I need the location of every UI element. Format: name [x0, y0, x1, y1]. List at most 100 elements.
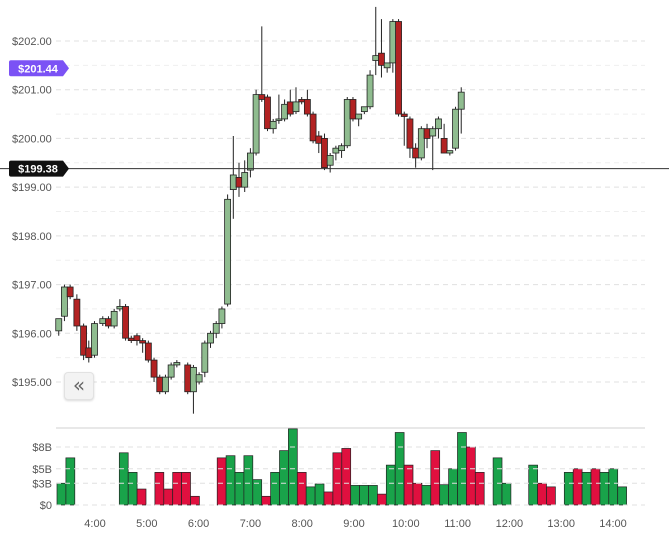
volume-bar — [65, 457, 76, 506]
candle-body — [360, 106, 368, 113]
candle — [275, 94, 283, 124]
candle-body — [349, 99, 357, 120]
candle — [150, 357, 158, 382]
candle — [156, 374, 164, 395]
volume-bar — [332, 452, 343, 506]
price-tick-label: $200.00 — [12, 133, 52, 145]
candle — [309, 111, 317, 144]
candle-body — [258, 94, 266, 100]
candle — [190, 364, 197, 414]
candle-body — [400, 113, 408, 117]
candle — [80, 323, 88, 361]
candle-body — [383, 62, 391, 69]
candle — [435, 116, 442, 139]
candle-body — [457, 91, 465, 110]
candle-body — [281, 103, 288, 120]
candle-body — [190, 366, 197, 393]
volume-bar — [368, 485, 378, 506]
price-tick-label: $197.00 — [12, 280, 52, 292]
candle — [144, 340, 152, 363]
candle-body — [110, 310, 118, 327]
candle-body — [417, 128, 425, 159]
candle — [173, 360, 181, 368]
candle-body — [139, 340, 147, 344]
candle — [360, 106, 368, 115]
candle-body — [99, 318, 107, 324]
price-tick-label: $195.00 — [12, 377, 52, 389]
volume-bar — [118, 452, 129, 506]
volume-bar — [501, 482, 512, 506]
volume-bar — [243, 455, 254, 506]
candle-body — [133, 335, 141, 341]
current-price-tag-bg — [9, 60, 69, 77]
candle-body — [452, 108, 459, 149]
time-tick-label: 7:00 — [240, 518, 261, 530]
candle — [66, 284, 74, 300]
volume-axis: $8B $5B $3B $0 — [32, 442, 645, 512]
volume-bar — [537, 482, 547, 506]
volume-tick-label: $5B — [32, 464, 52, 476]
candle-body — [440, 138, 448, 154]
candle-body — [395, 21, 402, 115]
price-axis: $202.00 $201.00 $200.00 $199.00 $198.00 $197.… — [12, 36, 52, 389]
candle — [264, 94, 271, 132]
price-tick-label: $198.00 — [12, 231, 52, 243]
volume-bar — [546, 486, 556, 506]
candle — [229, 135, 237, 219]
time-tick-label: 10:00 — [392, 518, 420, 530]
candle-body — [332, 147, 340, 154]
volume-bar — [563, 472, 574, 506]
volume-bar — [288, 428, 298, 506]
time-tick-label: 14:00 — [599, 518, 627, 530]
time-tick-label: 4:00 — [84, 518, 105, 530]
volume-bar — [617, 486, 627, 506]
grid — [56, 40, 645, 429]
time-tick-label: 8:00 — [291, 518, 312, 530]
candle-body — [355, 113, 363, 120]
price-tick-label: $201.00 — [12, 85, 52, 97]
volume-bar — [377, 493, 387, 506]
candle — [218, 306, 226, 329]
volume-bar — [270, 472, 280, 506]
candle-body — [429, 128, 437, 137]
candle-body — [105, 318, 112, 327]
crosshair-price-tag-bg — [9, 160, 69, 177]
candle-body — [252, 94, 260, 154]
candle — [321, 133, 328, 171]
volume-bar — [127, 472, 138, 506]
candle — [298, 97, 306, 105]
volume-bar — [590, 468, 601, 506]
candle-body — [85, 347, 93, 359]
volume-bar — [572, 468, 583, 506]
candle-body — [91, 323, 98, 356]
volume-bar — [305, 486, 316, 506]
volume-bar — [474, 472, 485, 506]
candle — [400, 111, 408, 146]
candle — [201, 340, 209, 378]
volume-bar — [181, 472, 191, 506]
volume-bar — [430, 450, 441, 506]
candle-body — [229, 174, 237, 190]
volume-bar — [225, 455, 236, 506]
candle-body — [326, 155, 334, 166]
collapse-panel-button[interactable]: « — [64, 372, 94, 400]
candle — [292, 87, 300, 115]
candle-body — [195, 374, 203, 383]
price-tags: $201.44 $199.38 — [9, 60, 69, 177]
candle-body — [162, 376, 169, 393]
candle — [162, 374, 169, 395]
candle — [207, 330, 214, 348]
candle-body — [173, 362, 181, 366]
candle — [61, 284, 68, 322]
candle-body — [156, 376, 164, 393]
candle-body — [321, 138, 328, 169]
candle-body — [122, 306, 129, 339]
candle — [269, 118, 277, 134]
candle — [167, 362, 175, 380]
volume-bar — [385, 464, 396, 506]
candle-body — [412, 147, 420, 159]
candle-body — [73, 298, 81, 327]
candle-body — [303, 99, 311, 115]
